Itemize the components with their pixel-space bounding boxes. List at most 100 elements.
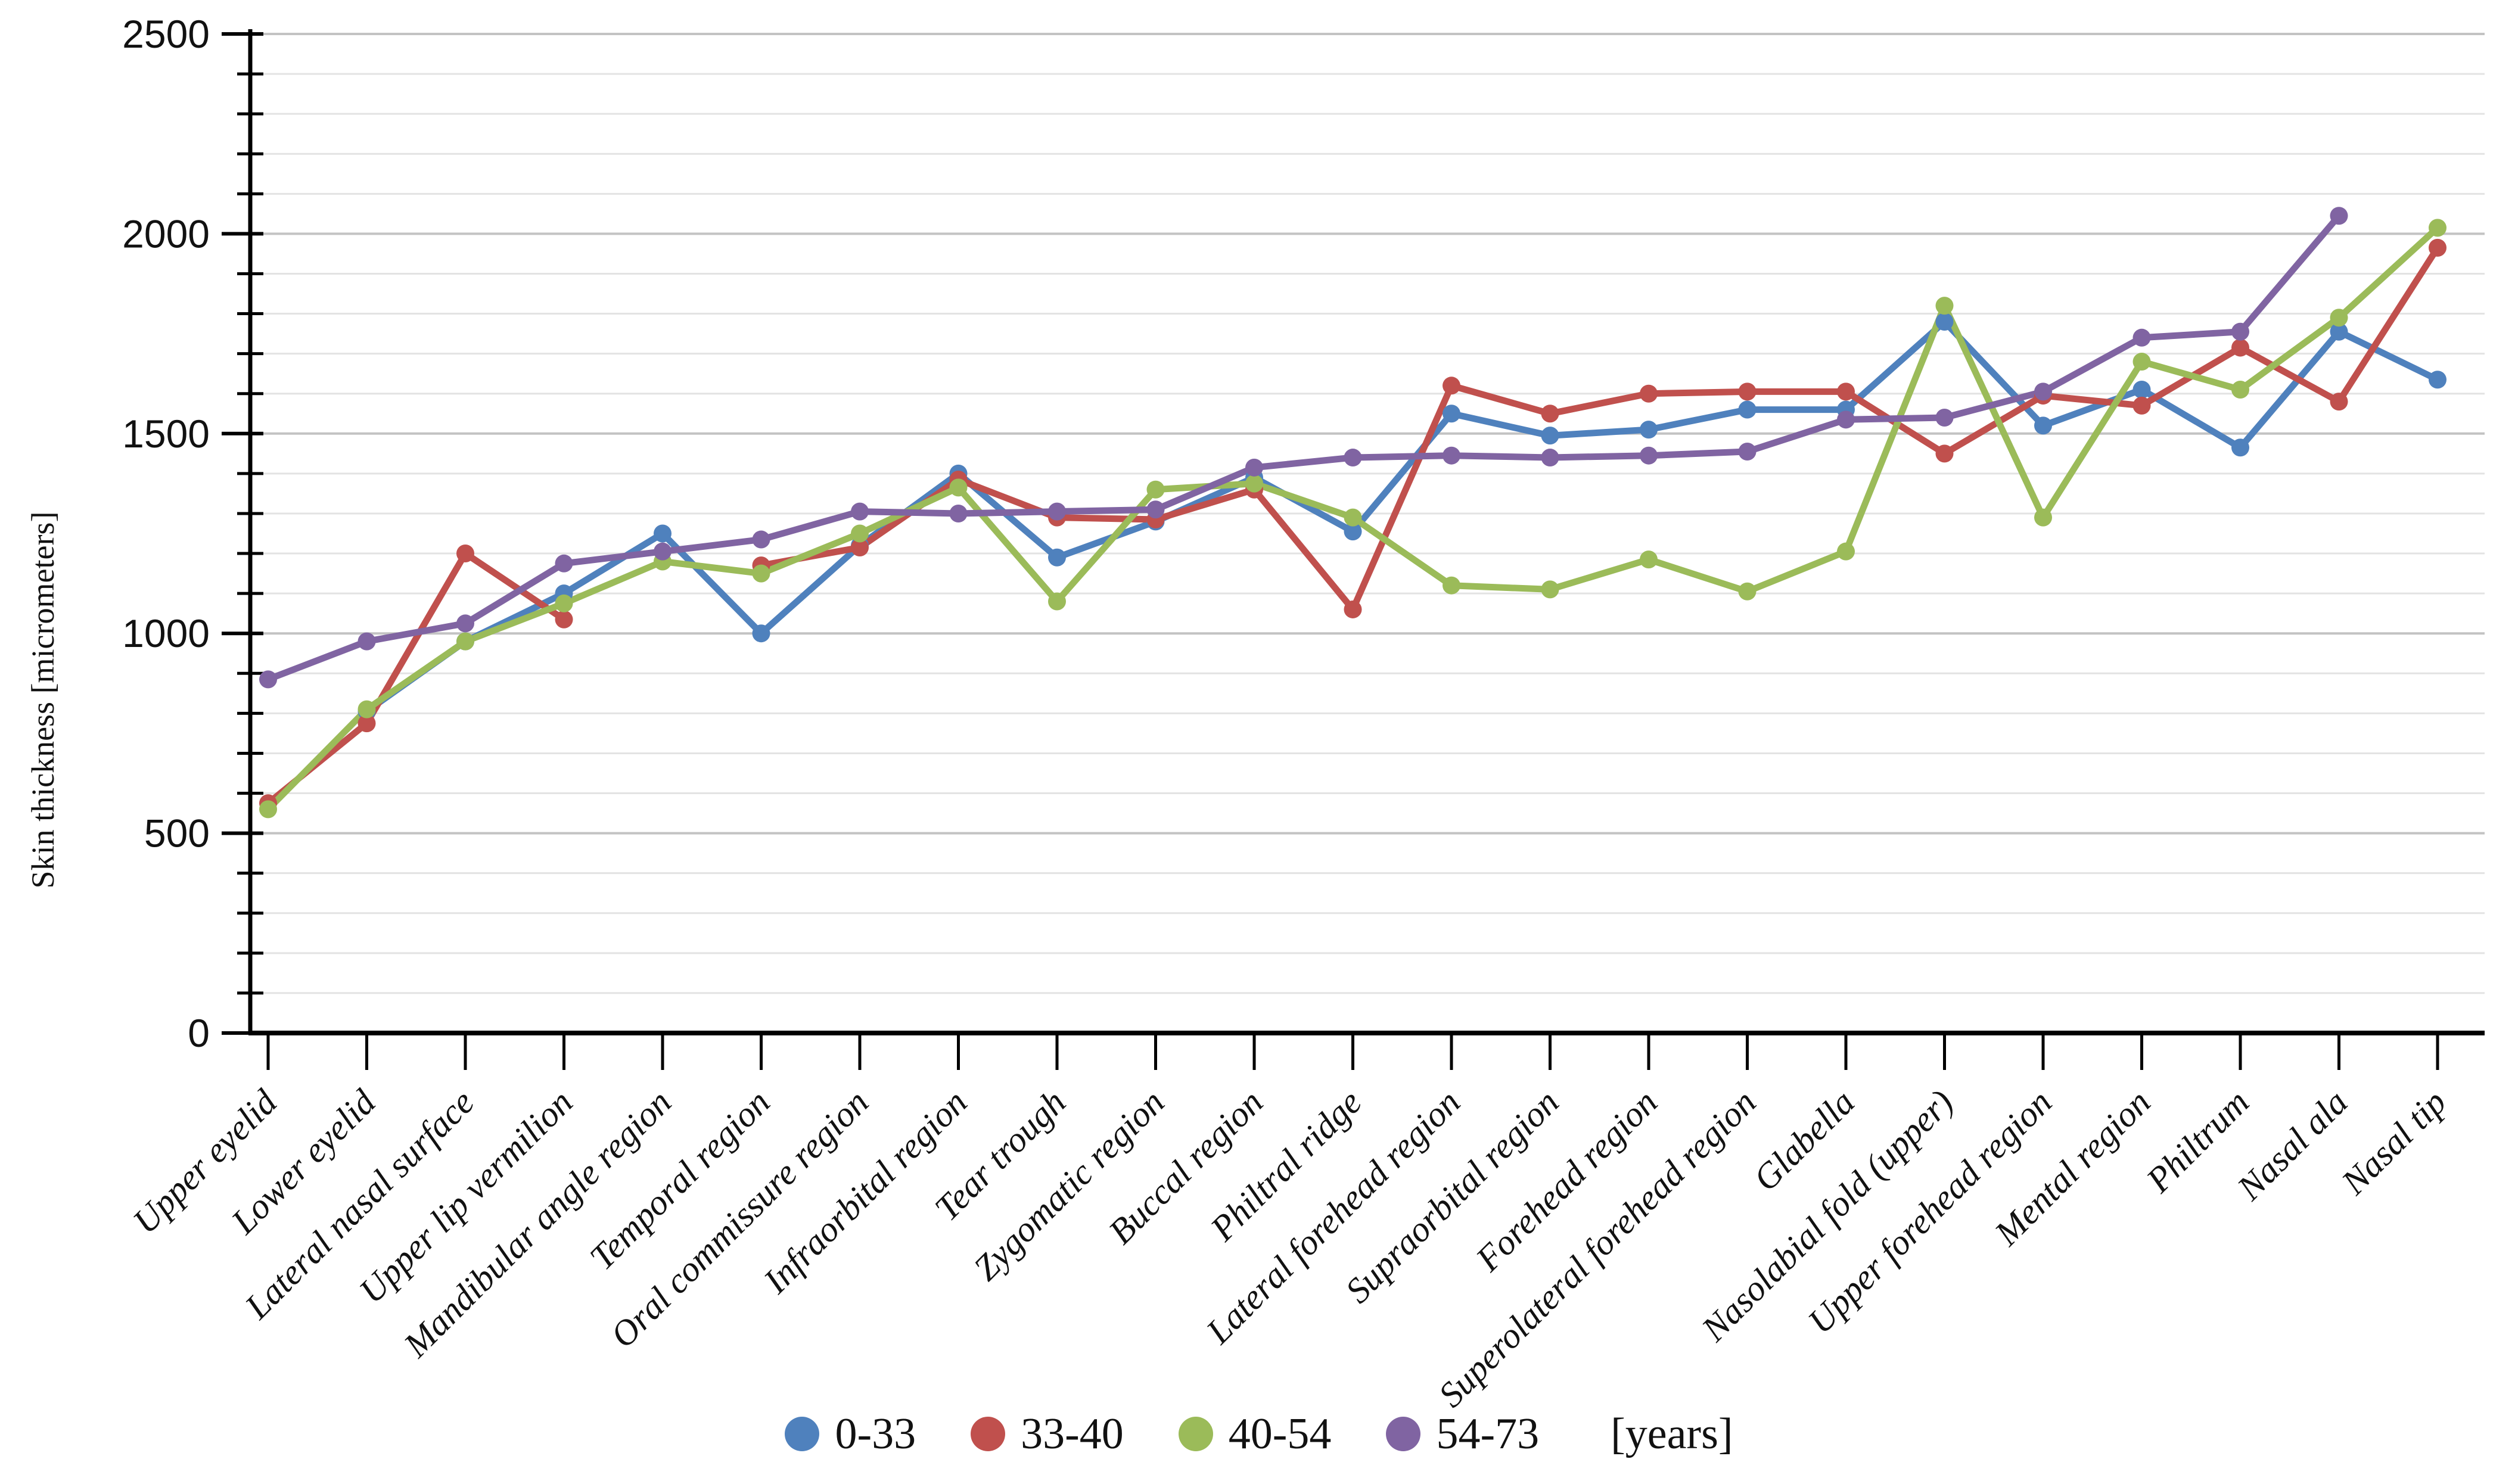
y-tick-label: 1500 (122, 412, 210, 456)
legend-item-0-33: 0-33 (785, 1409, 916, 1460)
legend-item-33-40: 33-40 (971, 1409, 1124, 1460)
data-point-33-40 (1935, 444, 1954, 463)
data-point-54-73 (1640, 446, 1658, 465)
data-point-54-73 (456, 614, 474, 633)
data-point-33-40 (1344, 600, 1362, 618)
data-point-40-54 (2034, 508, 2052, 527)
data-point-54-73 (2330, 207, 2348, 225)
data-point-54-73 (1146, 500, 1165, 519)
data-point-33-40 (1443, 377, 1460, 395)
data-point-40-54 (1344, 508, 1362, 527)
data-point-40-54 (1738, 582, 1757, 601)
data-point-54-73 (259, 670, 277, 689)
data-point-40-54 (1443, 576, 1460, 595)
data-point-33-40 (456, 545, 474, 563)
data-point-40-54 (259, 800, 277, 819)
data-point-33-40 (851, 538, 869, 556)
data-point-54-73 (851, 502, 869, 521)
legend-label: 33-40 (1021, 1409, 1124, 1458)
data-point-40-54 (1935, 297, 1954, 315)
chart-legend: 0-33 33-40 40-54 54-73 [years] (0, 1401, 2518, 1467)
data-point-33-40 (555, 610, 573, 629)
data-point-0-33 (2034, 416, 2052, 435)
data-point-54-73 (1541, 449, 1559, 467)
data-point-0-33 (1640, 421, 1658, 439)
data-point-0-33 (1344, 522, 1362, 541)
data-point-40-54 (2231, 381, 2249, 399)
legend-dot-icon (1178, 1417, 1213, 1451)
data-point-0-33 (1048, 548, 1066, 567)
data-point-0-33 (654, 524, 672, 543)
data-point-54-73 (752, 530, 770, 549)
data-point-40-54 (1541, 580, 1559, 599)
y-tick-label: 0 (188, 1011, 210, 1055)
data-point-54-73 (1738, 442, 1757, 461)
data-point-40-54 (1146, 480, 1165, 499)
legend-label: 54-73 (1436, 1409, 1540, 1458)
legend-item-54-73: 54-73 (1386, 1409, 1539, 1460)
legend-label: 40-54 (1228, 1409, 1332, 1458)
x-category-label: Temporal region (582, 1082, 778, 1278)
data-point-40-54 (1048, 592, 1066, 611)
data-point-54-73 (949, 504, 968, 522)
series-line-0-33 (363, 318, 2441, 715)
legend-dot-icon (785, 1417, 820, 1451)
data-point-33-40 (1837, 382, 1855, 401)
data-point-40-54 (949, 478, 968, 497)
x-category-label: Forehead region (1468, 1082, 1665, 1280)
data-point-40-54 (1837, 542, 1855, 561)
x-category-label: Nasal tip (2333, 1082, 2454, 1203)
data-point-0-33 (1935, 312, 1954, 331)
data-point-40-54 (2330, 309, 2348, 327)
data-point-33-40 (2429, 238, 2446, 257)
data-point-0-33 (2429, 371, 2446, 389)
data-point-54-73 (2231, 322, 2249, 341)
data-point-54-73 (358, 632, 376, 651)
data-point-40-54 (1640, 550, 1658, 569)
data-point-54-73 (1837, 410, 1855, 429)
data-point-0-33 (1541, 427, 1559, 445)
y-tick-label: 2000 (122, 211, 210, 256)
data-point-40-54 (456, 632, 474, 651)
series-line-54-73 (265, 212, 2342, 683)
data-point-54-73 (1344, 449, 1362, 467)
data-point-0-33 (2132, 381, 2151, 399)
data-point-40-54 (555, 594, 573, 612)
data-point-33-40 (358, 714, 376, 733)
data-point-54-73 (1443, 446, 1460, 465)
data-point-54-73 (555, 554, 573, 573)
data-point-54-73 (654, 542, 672, 561)
data-point-40-54 (1245, 474, 1263, 493)
data-point-54-73 (1935, 408, 1954, 427)
data-point-54-73 (2034, 382, 2052, 401)
data-point-33-40 (1738, 382, 1757, 401)
data-point-40-54 (752, 564, 770, 583)
data-point-0-33 (1738, 400, 1757, 419)
data-point-40-54 (2429, 219, 2446, 237)
data-point-0-33 (2231, 438, 2249, 457)
legend-dot-icon (971, 1417, 1006, 1451)
x-category-label: Nasal ala (2229, 1082, 2355, 1208)
data-point-40-54 (2132, 353, 2151, 371)
data-point-33-40 (1640, 384, 1658, 403)
y-tick-label: 1000 (122, 611, 210, 655)
data-point-33-40 (2231, 338, 2249, 357)
data-point-54-73 (1048, 502, 1066, 521)
legend-item-40-54: 40-54 (1178, 1409, 1332, 1460)
data-point-0-33 (2330, 322, 2348, 341)
data-point-33-40 (1541, 405, 1559, 423)
legend-dot-icon (1386, 1417, 1421, 1451)
data-point-33-40 (2330, 393, 2348, 411)
data-point-54-73 (1245, 458, 1263, 477)
y-tick-label: 500 (144, 811, 210, 855)
data-point-33-40 (2132, 396, 2151, 415)
y-axis-title: Skin thickness [micrometers] (25, 512, 61, 889)
data-point-40-54 (358, 700, 376, 718)
data-point-54-73 (2132, 328, 2151, 347)
legend-label: 0-33 (835, 1409, 916, 1458)
data-point-40-54 (851, 524, 869, 543)
data-point-0-33 (752, 624, 770, 643)
y-tick-label: 2500 (122, 12, 210, 56)
